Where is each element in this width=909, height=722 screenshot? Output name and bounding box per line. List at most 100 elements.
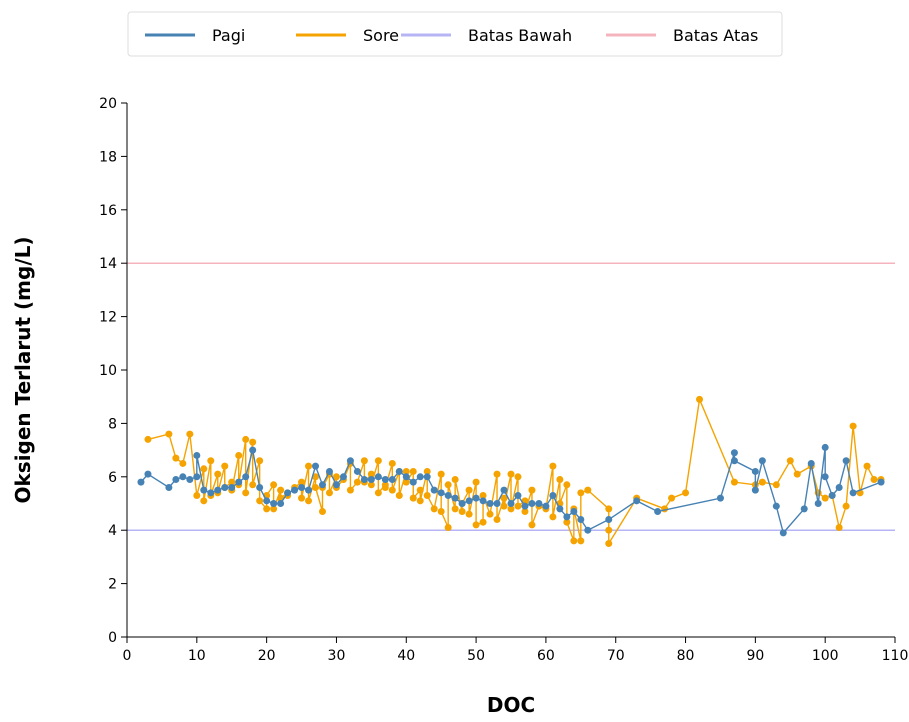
data-point-sore <box>584 486 592 494</box>
data-point-pagi <box>249 446 257 454</box>
data-point-sore <box>437 470 445 478</box>
data-point-sore <box>842 502 850 510</box>
data-point-sore <box>849 422 857 430</box>
data-point-sore <box>863 462 871 470</box>
data-point-sore <box>256 497 264 505</box>
data-point-pagi <box>835 483 843 491</box>
data-point-pagi <box>549 491 557 499</box>
data-point-pagi <box>423 473 431 481</box>
data-point-pagi <box>332 481 340 489</box>
data-point-pagi <box>270 500 278 507</box>
data-point-sore <box>570 537 578 545</box>
data-point-pagi <box>605 516 613 524</box>
data-point-sore <box>786 457 794 465</box>
x-tick-label: 0 <box>123 648 132 664</box>
x-tick-label: 80 <box>677 648 695 664</box>
data-point-pagi <box>535 500 543 507</box>
data-point-sore <box>228 478 236 486</box>
data-point-pagi <box>577 516 585 524</box>
legend-item-batas-atas: Batas Atas <box>606 26 758 45</box>
data-point-sore <box>200 497 208 505</box>
data-point-sore <box>249 481 257 489</box>
data-point-pagi <box>842 457 850 465</box>
data-point-sore <box>207 457 215 465</box>
series-pagi <box>137 443 885 537</box>
data-point-sore <box>305 497 313 505</box>
data-point-pagi <box>360 475 368 483</box>
data-point-sore <box>493 470 501 478</box>
data-point-pagi <box>277 500 285 507</box>
data-point-sore <box>312 473 320 481</box>
data-point-pagi <box>821 473 829 481</box>
x-tick-label: 20 <box>258 648 276 664</box>
data-point-sore <box>193 491 201 499</box>
x-axis-title: DOC <box>487 693 535 717</box>
data-point-pagi <box>312 462 320 470</box>
data-point-pagi <box>346 457 354 465</box>
data-point-sore <box>388 459 396 467</box>
x-tick-label: 70 <box>607 648 625 664</box>
data-point-sore <box>507 505 515 513</box>
data-point-sore <box>549 513 557 521</box>
data-point-pagi <box>144 470 152 478</box>
data-point-sore <box>367 481 375 489</box>
data-point-pagi <box>374 473 382 481</box>
data-point-sore <box>312 483 320 491</box>
x-tick-label: 30 <box>328 648 346 664</box>
y-tick-label: 16 <box>99 203 117 219</box>
data-point-sore <box>374 457 382 465</box>
x-tick-label: 100 <box>812 648 839 664</box>
data-point-pagi <box>242 473 250 481</box>
axes: 0 10 20 30 40 50 60 70 80 90 100 110 0 2 4 6 8 10 12 14 16 1… <box>99 96 908 664</box>
data-point-pagi <box>353 467 361 475</box>
data-point-pagi <box>486 500 494 507</box>
data-point-pagi <box>381 475 389 483</box>
data-point-sore <box>668 494 676 502</box>
data-point-sore <box>423 491 431 499</box>
data-point-sore <box>486 510 494 518</box>
data-point-pagi <box>458 500 466 507</box>
data-point-pagi <box>179 473 187 481</box>
data-point-pagi <box>465 497 473 505</box>
data-point-sore <box>235 451 243 459</box>
data-point-pagi <box>730 449 738 457</box>
data-point-sore <box>870 475 878 483</box>
legend-items: Pagi Sore Batas Bawah Batas Atas <box>145 26 758 45</box>
data-point-pagi <box>849 489 857 497</box>
data-point-sore <box>325 489 333 497</box>
data-point-sore <box>549 462 557 470</box>
legend: Pagi Sore Batas Bawah Batas Atas <box>127 11 783 57</box>
data-point-sore <box>605 505 613 513</box>
data-point-sore <box>696 395 704 403</box>
data-point-pagi <box>200 486 208 494</box>
data-point-pagi <box>633 497 641 505</box>
data-point-pagi <box>263 497 271 505</box>
y-axis-title: Oksigen Terlarut (mg/L) <box>11 236 35 503</box>
data-point-pagi <box>563 513 571 521</box>
data-point-sore <box>416 486 424 494</box>
data-point-pagi <box>137 478 145 486</box>
data-point-pagi <box>388 475 396 483</box>
data-point-pagi <box>402 473 410 481</box>
data-point-sore <box>416 497 424 505</box>
data-point-sore <box>507 470 515 478</box>
data-point-sore <box>242 489 250 497</box>
y-tick-label: 2 <box>108 577 117 593</box>
data-point-pagi <box>214 486 222 494</box>
data-point-pagi <box>193 473 201 481</box>
data-point-pagi <box>479 497 487 505</box>
series-layer <box>137 395 885 548</box>
y-tick-label: 14 <box>99 256 117 272</box>
data-point-pagi <box>437 489 445 497</box>
data-point-pagi <box>514 491 522 499</box>
data-point-sore <box>514 473 522 481</box>
data-point-sore <box>772 481 780 489</box>
data-point-pagi <box>298 483 306 491</box>
y-tick-label: 0 <box>108 630 117 646</box>
data-point-pagi <box>542 502 550 510</box>
data-point-sore <box>249 438 257 446</box>
y-tick-label: 4 <box>108 523 117 539</box>
data-point-sore <box>493 516 501 524</box>
data-point-sore <box>437 508 445 516</box>
legend-label: Sore <box>363 26 399 45</box>
